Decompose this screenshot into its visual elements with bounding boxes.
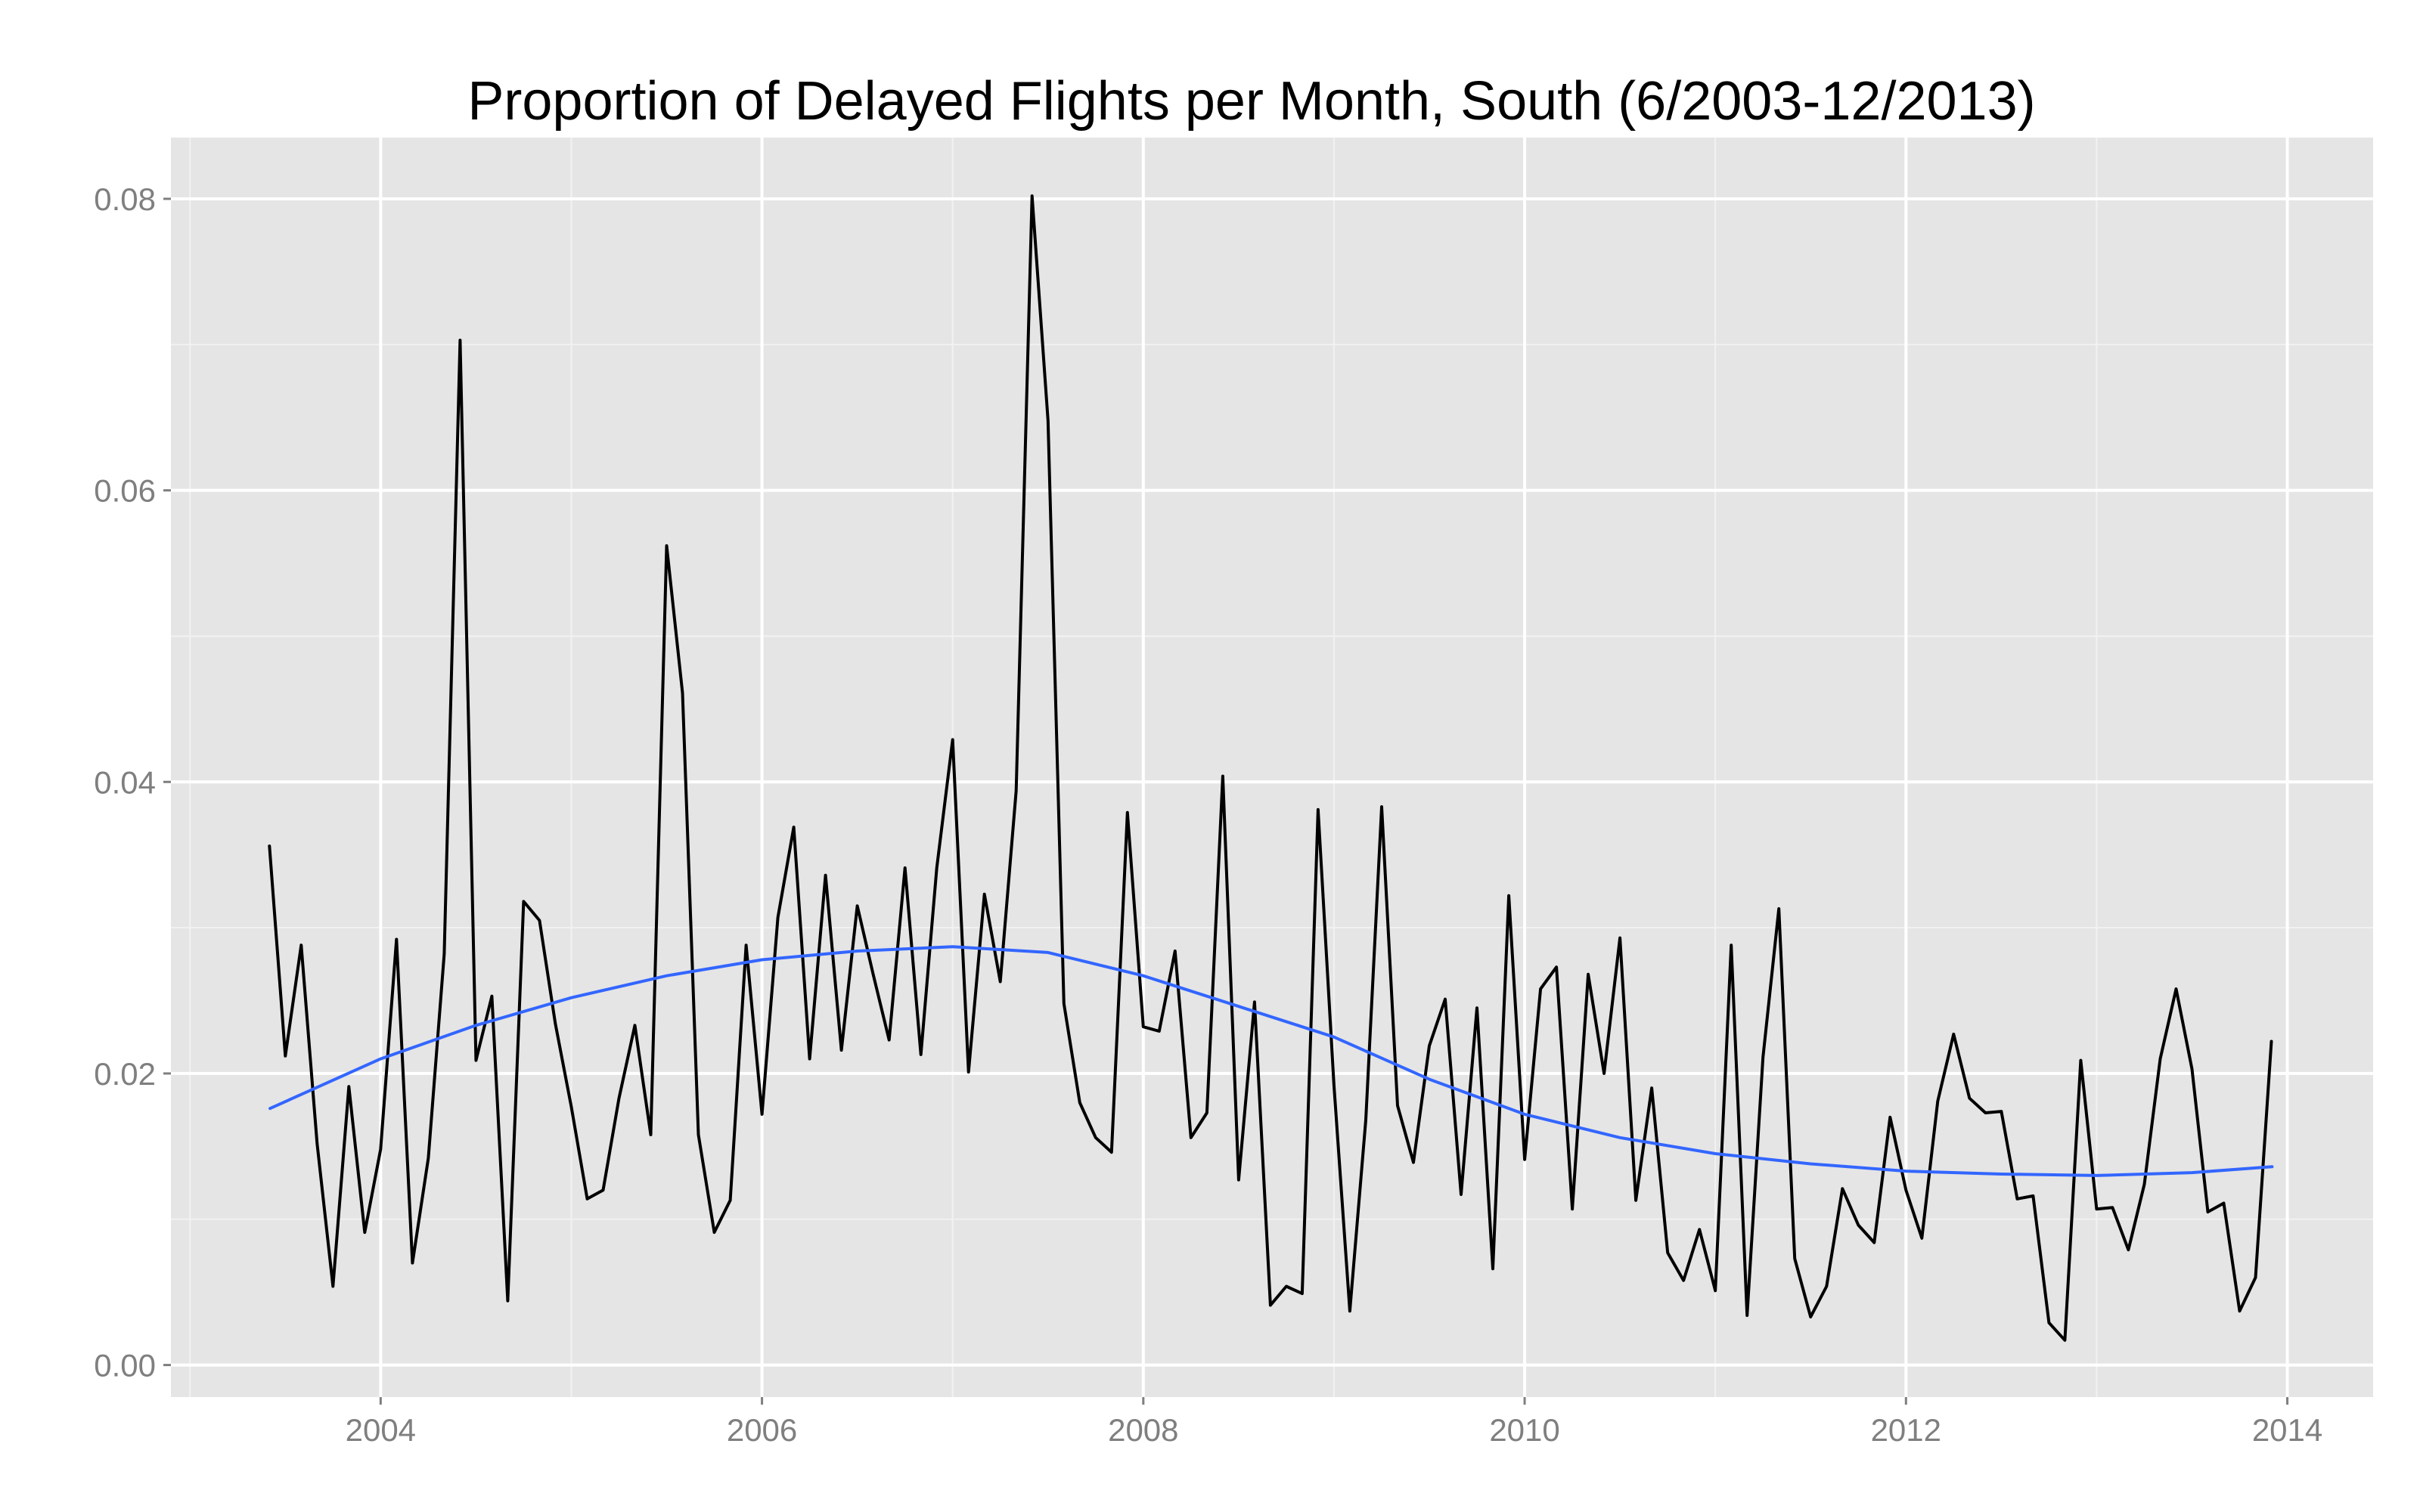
y-tick-label: 0.02: [94, 1056, 156, 1092]
x-tick-label: 2004: [346, 1412, 416, 1448]
x-tick-label: 2014: [2252, 1412, 2322, 1448]
chart-title: Proportion of Delayed Flights per Month,…: [467, 71, 2035, 132]
x-tick-label: 2010: [1489, 1412, 1559, 1448]
x-tick-label: 2006: [727, 1412, 797, 1448]
major-gridlines: [171, 138, 2373, 1397]
x-tick-label: 2012: [1871, 1412, 1941, 1448]
y-tick-label: 0.08: [94, 181, 156, 217]
observed-delay-line: [268, 194, 2273, 1342]
x-axis: 2004 2006 2008 2010 2012 2014: [346, 1397, 2322, 1448]
x-tick-label: 2008: [1108, 1412, 1178, 1448]
smoothed-trend-line: [268, 945, 2274, 1177]
y-axis: 0.00 0.02 0.04 0.06 0.08: [94, 181, 171, 1383]
y-tick-label: 0.04: [94, 764, 156, 800]
series-layer: [268, 194, 2274, 1342]
plot-panel: [171, 138, 2373, 1397]
y-tick-label: 0.06: [94, 473, 156, 509]
y-tick-label: 0.00: [94, 1348, 156, 1383]
minor-gridlines: [171, 138, 2373, 1397]
